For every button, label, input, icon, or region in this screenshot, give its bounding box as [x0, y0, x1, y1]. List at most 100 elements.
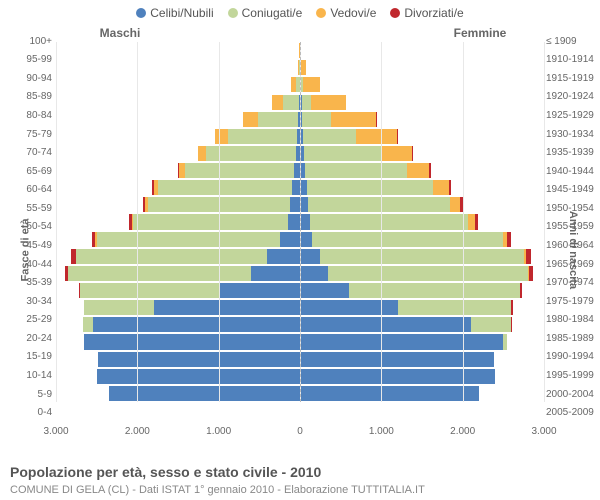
age-label: 85-89 — [4, 88, 52, 107]
birth-label: 2000-2004 — [546, 385, 596, 404]
seg-celibi — [300, 232, 312, 247]
legend-item-vedovi: Vedovi/e — [316, 6, 376, 20]
column-titles: Maschi Femmine — [0, 26, 600, 40]
seg-celibi — [300, 249, 320, 264]
birth-label: 1930-1934 — [546, 125, 596, 144]
female-bar — [300, 95, 544, 110]
seg-celibi — [98, 352, 300, 367]
celibi-swatch — [136, 8, 146, 18]
seg-coniugati — [303, 129, 356, 144]
female-bar — [300, 180, 544, 195]
seg-celibi — [219, 283, 300, 298]
male-bar — [56, 43, 300, 58]
seg-celibi — [300, 214, 310, 229]
seg-celibi — [300, 369, 495, 384]
male-bar — [56, 129, 300, 144]
legend: Celibi/NubiliConiugati/eVedovi/eDivorzia… — [0, 0, 600, 20]
birth-label: 1915-1919 — [546, 69, 596, 88]
female-bar — [300, 77, 544, 92]
male-bar — [56, 317, 300, 332]
x-tick: 1.000 — [369, 426, 394, 437]
seg-vedovi — [301, 60, 306, 75]
female-bar — [300, 43, 544, 58]
birth-label: 1910-1914 — [546, 50, 596, 69]
seg-divorziati — [412, 146, 413, 161]
male-bar — [56, 386, 300, 401]
male-bar — [56, 197, 300, 212]
male-bar — [56, 77, 300, 92]
seg-vedovi — [243, 112, 258, 127]
seg-coniugati — [80, 283, 218, 298]
legend-label: Divorziati/e — [404, 6, 463, 20]
male-bar — [56, 95, 300, 110]
age-label: 100+ — [4, 32, 52, 51]
seg-vedovi — [198, 146, 206, 161]
female-bar — [300, 249, 544, 264]
birth-label: 1980-1984 — [546, 311, 596, 330]
male-bar — [56, 300, 300, 315]
female-bar — [300, 112, 544, 127]
age-label: 5-9 — [4, 385, 52, 404]
seg-coniugati — [312, 232, 503, 247]
seg-coniugati — [307, 180, 433, 195]
seg-vedovi — [433, 180, 449, 195]
female-bar — [300, 60, 544, 75]
seg-coniugati — [503, 334, 506, 349]
age-label: 75-79 — [4, 125, 52, 144]
male-bar — [56, 283, 300, 298]
male-bar — [56, 369, 300, 384]
female-bar — [300, 386, 544, 401]
x-tick: 2.000 — [450, 426, 475, 437]
age-label: 25-29 — [4, 311, 52, 330]
seg-coniugati — [302, 112, 330, 127]
birth-label: ≤ 1909 — [546, 32, 596, 51]
grid-line — [381, 42, 382, 402]
x-tick: 2.000 — [125, 426, 150, 437]
population-pyramid-chart: Celibi/NubiliConiugati/eVedovi/eDivorzia… — [0, 0, 600, 500]
seg-coniugati — [349, 283, 520, 298]
seg-celibi — [154, 300, 300, 315]
birth-label: 1920-1924 — [546, 88, 596, 107]
female-bar — [300, 266, 544, 281]
grid-line — [137, 42, 138, 402]
seg-divorziati — [529, 266, 533, 281]
seg-coniugati — [83, 317, 93, 332]
female-bar — [300, 146, 544, 161]
age-label: 80-84 — [4, 106, 52, 125]
seg-divorziati — [526, 249, 530, 264]
seg-divorziati — [449, 180, 451, 195]
x-tick: 3.000 — [531, 426, 556, 437]
male-bar — [56, 352, 300, 367]
chart-subcaption: COMUNE DI GELA (CL) - Dati ISTAT 1° genn… — [10, 484, 425, 496]
vedovi-swatch — [316, 8, 326, 18]
seg-celibi — [300, 197, 308, 212]
female-bar — [300, 232, 544, 247]
seg-divorziati — [520, 283, 522, 298]
plot-area — [56, 42, 544, 422]
seg-coniugati — [328, 266, 527, 281]
seg-coniugati — [398, 300, 512, 315]
age-label: 20-24 — [4, 329, 52, 348]
y-axis-left-title: Fasce di età — [19, 219, 31, 282]
male-bar — [56, 266, 300, 281]
seg-vedovi — [407, 163, 430, 178]
seg-coniugati — [84, 300, 153, 315]
seg-divorziati — [507, 232, 511, 247]
seg-celibi — [97, 369, 300, 384]
age-label: 55-59 — [4, 199, 52, 218]
female-bar — [300, 334, 544, 349]
seg-celibi — [93, 317, 300, 332]
legend-item-divorziati: Divorziati/e — [390, 6, 463, 20]
seg-celibi — [84, 334, 300, 349]
age-label: 0-4 — [4, 403, 52, 422]
seg-divorziati — [511, 300, 512, 315]
seg-celibi — [292, 180, 300, 195]
age-label: 15-19 — [4, 348, 52, 367]
female-bar — [300, 163, 544, 178]
age-label: 60-64 — [4, 180, 52, 199]
age-label: 90-94 — [4, 69, 52, 88]
seg-divorziati — [429, 163, 430, 178]
male-bar — [56, 334, 300, 349]
birth-label: 1945-1949 — [546, 180, 596, 199]
birth-label: 1940-1944 — [546, 162, 596, 181]
